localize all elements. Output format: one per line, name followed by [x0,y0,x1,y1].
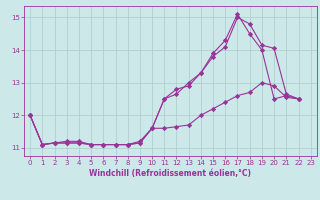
X-axis label: Windchill (Refroidissement éolien,°C): Windchill (Refroidissement éolien,°C) [89,169,252,178]
